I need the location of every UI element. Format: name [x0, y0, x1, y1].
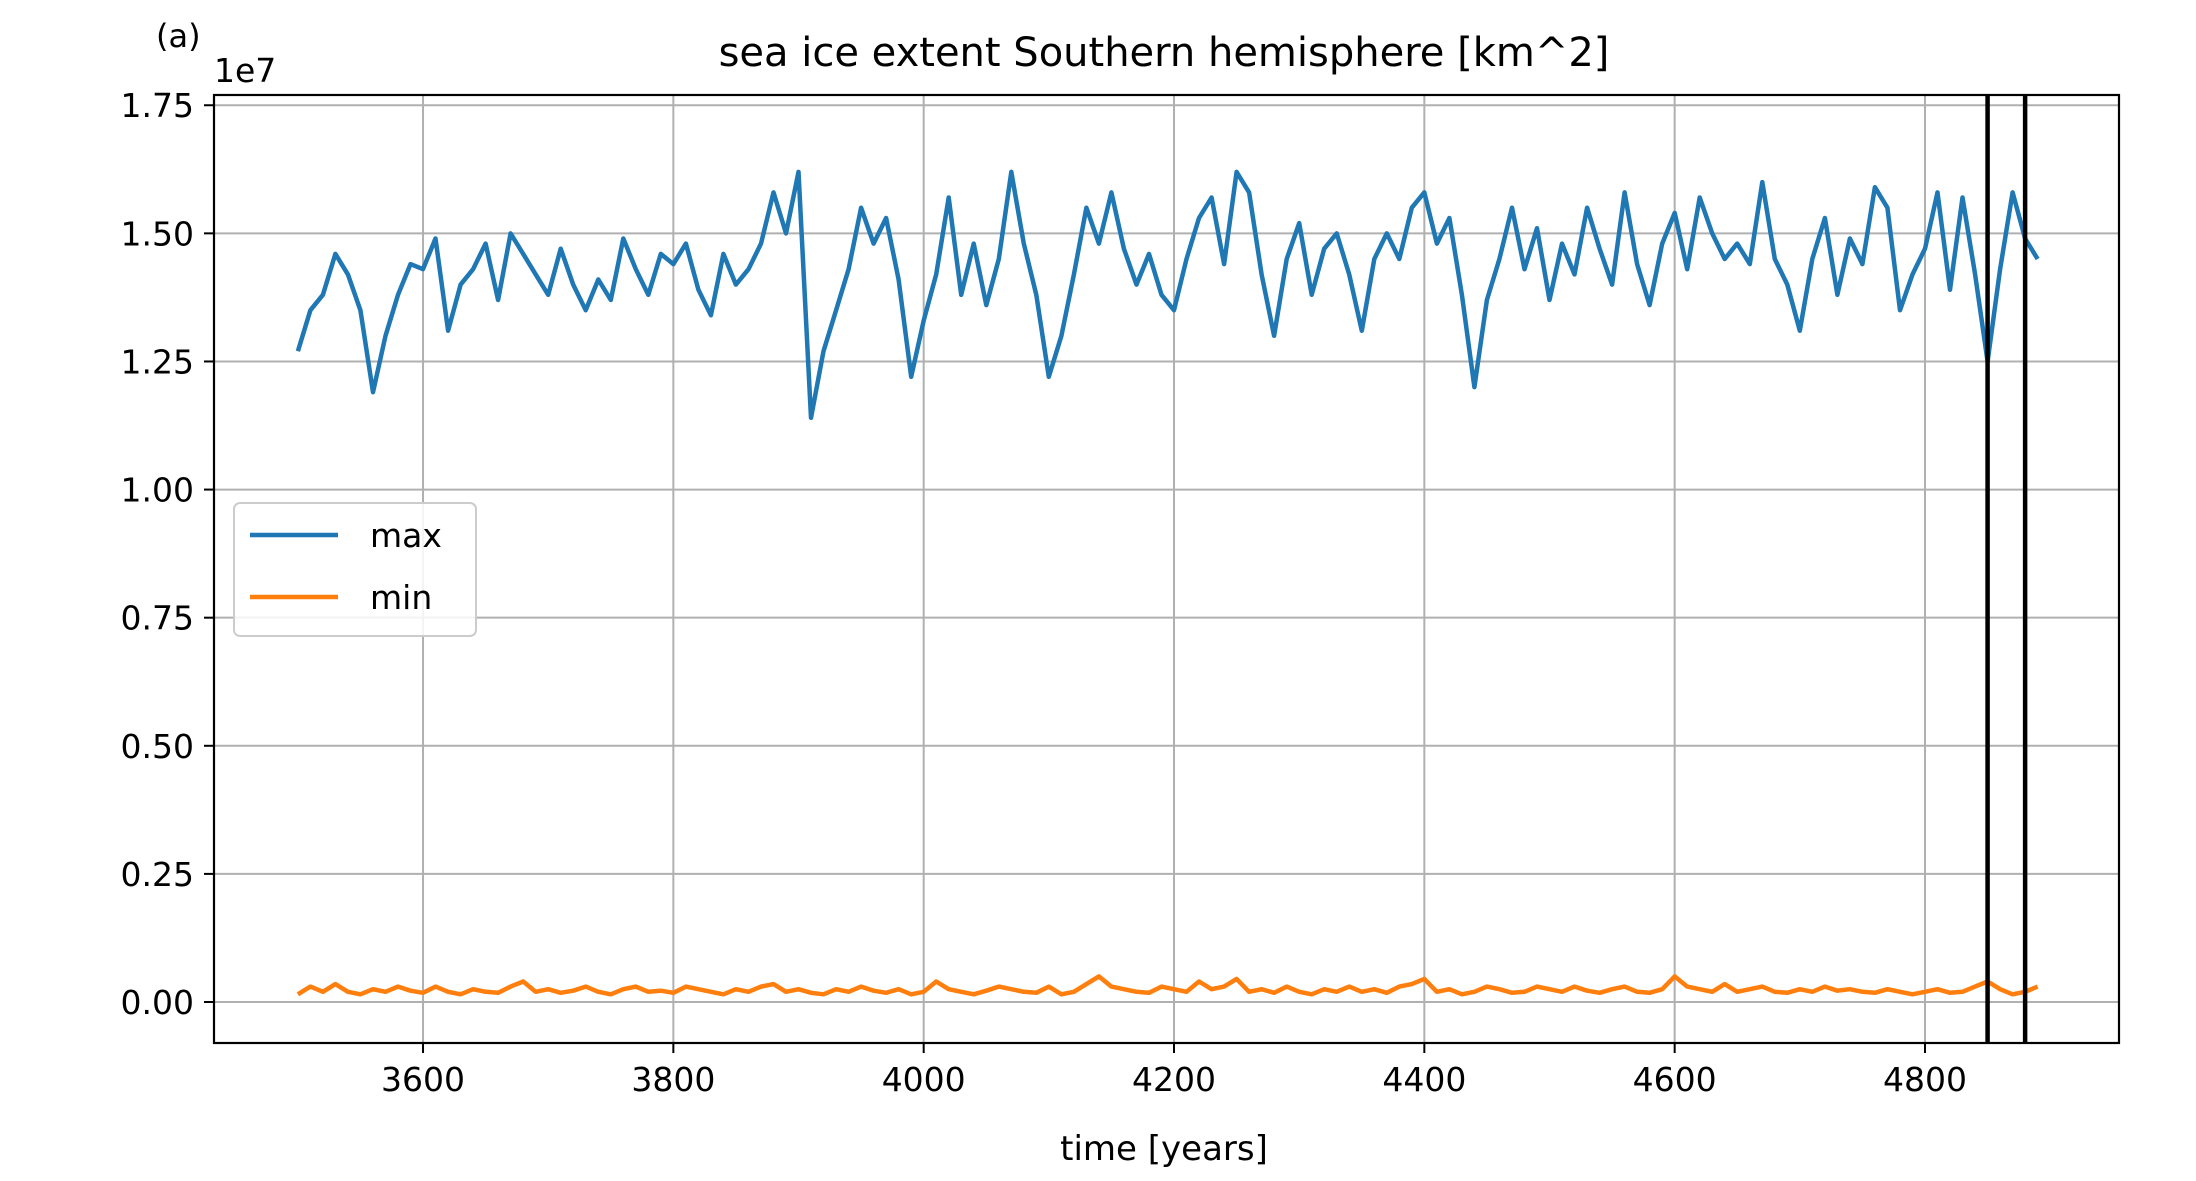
y-tick-label: 0.75 — [121, 599, 194, 638]
x-tick-label: 4600 — [1633, 1060, 1717, 1099]
y-tick-label: 0.50 — [121, 727, 194, 766]
x-axis-label: time [years] — [1060, 1129, 1268, 1169]
y-tick-label: 1.75 — [121, 86, 194, 125]
legend-label-max: max — [370, 516, 442, 555]
x-tick-label: 4800 — [1883, 1060, 1967, 1099]
x-tick-label: 4000 — [882, 1060, 966, 1099]
plot-lines — [295, 169, 2040, 997]
x-tick-label: 3600 — [381, 1060, 465, 1099]
chart-title: sea ice extent Southern hemisphere [km^2… — [719, 30, 1610, 76]
x-axis-ticks: 3600 3800 4000 4200 4400 4600 4800 — [381, 1043, 1967, 1099]
series-line-max — [295, 169, 2040, 421]
panel-label: (a) — [156, 17, 201, 55]
grid — [214, 95, 2119, 1043]
x-tick-label: 3800 — [631, 1060, 715, 1099]
x-tick-label: 4400 — [1382, 1060, 1466, 1099]
y-offset-text: 1e7 — [214, 51, 276, 90]
legend-label-min: min — [370, 578, 432, 617]
series-line-min — [296, 974, 2039, 997]
y-tick-label: 1.25 — [121, 342, 194, 381]
y-tick-label: 1.00 — [121, 471, 194, 510]
vertical-lines — [1985, 95, 2028, 1043]
legend: max min — [233, 502, 477, 637]
y-axis-ticks: 0.00 0.25 0.50 0.75 1.00 1.25 1.50 1.75 — [121, 86, 214, 1022]
y-tick-label: 1.50 — [121, 214, 194, 253]
x-tick-label: 4200 — [1132, 1060, 1216, 1099]
y-tick-label: 0.25 — [121, 855, 194, 894]
plot-frame — [212, 93, 2121, 1045]
y-tick-label: 0.00 — [121, 983, 194, 1022]
